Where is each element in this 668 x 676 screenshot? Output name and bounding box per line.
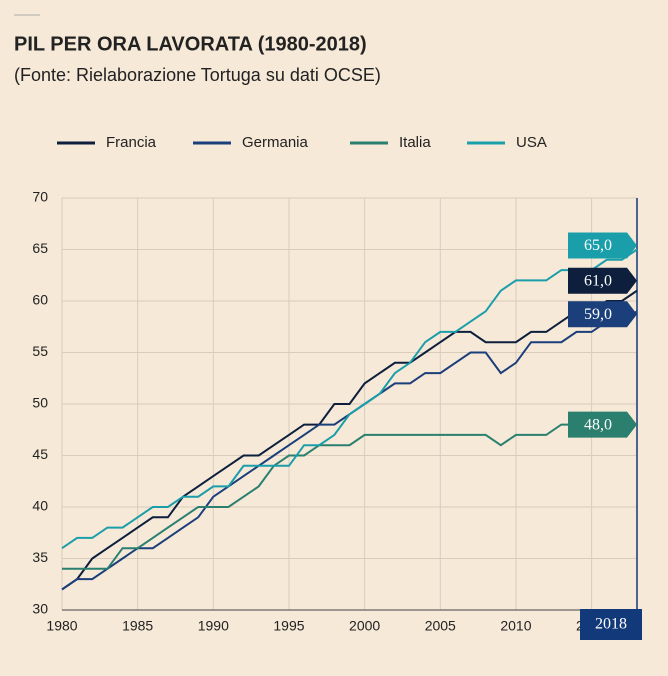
x-tick-label: 1980 xyxy=(46,618,77,634)
series-line xyxy=(62,423,637,570)
y-tick-label: 70 xyxy=(32,189,48,205)
x-tick-label: 1995 xyxy=(273,618,304,634)
value-label: 61,0 xyxy=(584,272,612,289)
value-label: 48,0 xyxy=(584,416,612,433)
highlight-box xyxy=(580,609,642,640)
y-tick-label: 35 xyxy=(32,549,48,565)
value-label: 65,0 xyxy=(584,237,612,254)
series-line xyxy=(61,310,638,591)
chart-title: PIL PER ORA LAVORATA (1980-2018) xyxy=(14,33,367,55)
highlight-label: 2018 xyxy=(595,616,627,633)
chart-subtitle: (Fonte: Rielaborazione Tortuga su dati O… xyxy=(14,65,381,85)
value-label: 59,0 xyxy=(584,306,612,323)
series-line xyxy=(61,248,638,550)
value-label-box xyxy=(568,232,637,259)
y-tick-label: 40 xyxy=(32,498,48,514)
legend-label: Francia xyxy=(106,134,157,151)
y-tick-label: 30 xyxy=(32,601,48,617)
legend-label: Italia xyxy=(399,134,431,151)
x-tick-label: 2000 xyxy=(349,618,380,634)
y-tick-label: 45 xyxy=(32,446,48,462)
y-tick-label: 60 xyxy=(32,292,48,308)
x-tick-label: 2010 xyxy=(500,618,531,634)
value-label-box xyxy=(568,411,637,438)
legend-label: USA xyxy=(516,134,547,151)
x-tick-label: 1990 xyxy=(198,618,229,634)
legend-label: Germania xyxy=(242,134,309,151)
x-tick-label: 1985 xyxy=(122,618,153,634)
value-label-box xyxy=(568,301,637,328)
x-tick-label: 2005 xyxy=(425,618,456,634)
value-label-box xyxy=(568,267,637,294)
y-tick-label: 55 xyxy=(32,343,48,359)
y-tick-label: 50 xyxy=(32,395,48,411)
series-line xyxy=(61,289,638,591)
y-tick-label: 65 xyxy=(32,240,48,256)
